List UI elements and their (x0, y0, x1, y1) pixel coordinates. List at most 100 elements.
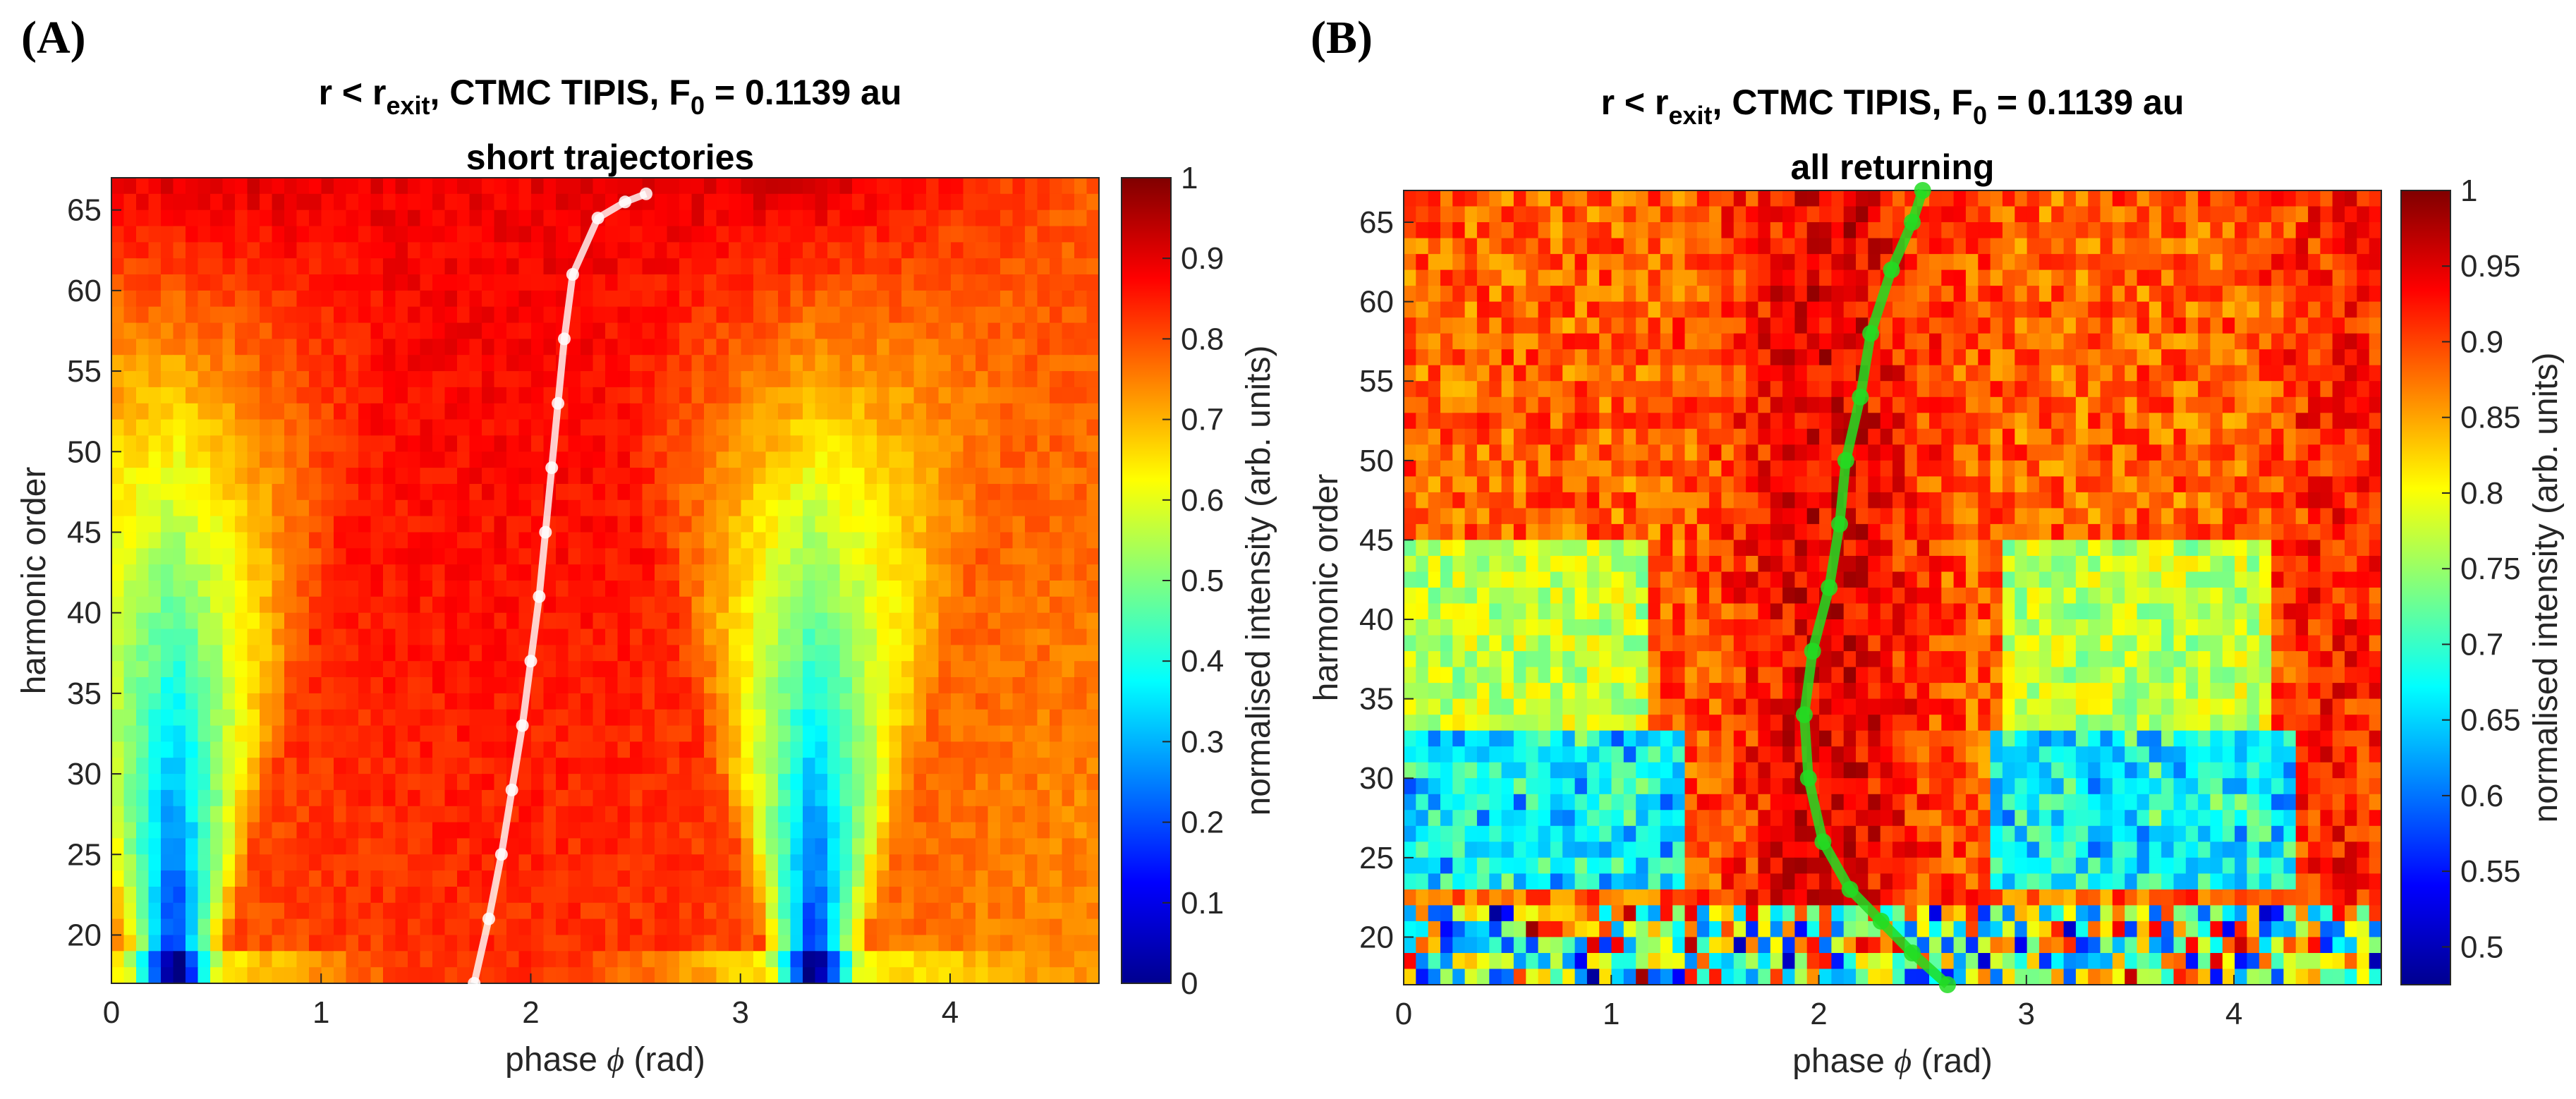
heatmap-cell (630, 532, 643, 549)
heatmap-cell (568, 774, 581, 791)
heatmap-cell (198, 403, 211, 420)
heatmap-cell (790, 774, 803, 791)
heatmap-cell (210, 918, 224, 935)
heatmap-cell (2137, 317, 2150, 334)
heatmap-cell (346, 532, 359, 549)
heatmap-cell (161, 645, 174, 662)
heatmap-cell (913, 629, 927, 645)
heatmap-cell (2283, 190, 2297, 207)
heatmap-cell (1050, 693, 1063, 710)
heatmap-cell (173, 758, 186, 775)
heatmap-cell (1476, 206, 1490, 223)
heatmap-cell (2075, 206, 2089, 223)
heatmap-cell (716, 435, 729, 452)
heatmap-cell (593, 677, 606, 694)
heatmap-cell (864, 822, 877, 839)
heatmap-cell (272, 451, 285, 468)
heatmap-cell (976, 564, 989, 581)
heatmap-cell (358, 419, 372, 436)
heatmap-cell (679, 468, 693, 485)
heatmap-cell (1599, 365, 1612, 382)
heatmap-cell (753, 709, 767, 727)
heatmap-cell (1025, 838, 1038, 855)
heatmap-cell (901, 967, 915, 984)
heatmap-cell (543, 306, 557, 324)
heatmap-cell (1037, 178, 1050, 195)
heatmap-cell (395, 822, 408, 839)
heatmap-cell (988, 274, 1001, 291)
heatmap-cell (543, 322, 557, 339)
heatmap-cell (198, 242, 211, 259)
heatmap-cell (1770, 301, 1783, 318)
heatmap-cell (272, 774, 285, 791)
heatmap-cell (1050, 322, 1063, 339)
heatmap-cell (1074, 902, 1088, 920)
heatmap-cell (309, 870, 322, 887)
heatmap-cell (778, 870, 791, 887)
heatmap-cell (198, 789, 211, 807)
heatmap-cell (790, 435, 803, 452)
heatmap-cell (198, 661, 211, 678)
heatmap-cell (198, 339, 211, 356)
heatmap-cell (655, 870, 668, 887)
heatmap-cell (247, 468, 260, 485)
heatmap-cell (482, 661, 495, 678)
heatmap-cell (1843, 254, 1857, 271)
heatmap-cell (284, 242, 298, 259)
heatmap-cell (765, 403, 779, 420)
heatmap-cell (272, 468, 285, 485)
heatmap-cell (444, 612, 458, 630)
heatmap-cell (704, 935, 717, 952)
heatmap-cell (346, 741, 359, 758)
heatmap-cell (642, 564, 655, 581)
heatmap-cell (408, 193, 421, 211)
heatmap-cell (568, 451, 581, 468)
heatmap-cell (815, 774, 828, 791)
heatmap-cell (1074, 967, 1088, 984)
heatmap-cell (1086, 178, 1100, 195)
heatmap-cell (679, 661, 693, 678)
heatmap-cell (222, 226, 236, 243)
heatmap-cell (913, 387, 927, 404)
heatmap-cell (2002, 206, 2015, 223)
heatmap-cell (1074, 854, 1088, 871)
heatmap-cell (457, 967, 470, 984)
heatmap-cell (173, 548, 186, 565)
heatmap-cell (222, 629, 236, 645)
heatmap-cell (1440, 238, 1453, 255)
heatmap-cell (938, 355, 952, 372)
heatmap-cell (1086, 290, 1100, 308)
heatmap-cell (346, 951, 359, 968)
heatmap-cell (161, 693, 174, 710)
heatmap-cell (1806, 206, 1820, 223)
heatmap-cell (383, 193, 396, 211)
heatmap-cell (889, 468, 902, 485)
heatmap-cell (988, 581, 1001, 597)
heatmap-cell (1538, 190, 1551, 207)
heatmap-cell (518, 403, 532, 420)
heatmap-cell (778, 306, 791, 324)
heatmap-cell (568, 629, 581, 645)
heatmap-cell (186, 612, 199, 630)
heatmap-cell (901, 548, 915, 565)
heatmap-cell (309, 451, 322, 468)
heatmap-cell (655, 758, 668, 775)
heatmap-cell (260, 838, 273, 855)
heatmap-cell (877, 193, 890, 211)
heatmap-cell (1574, 222, 1588, 239)
heatmap-cell (1074, 387, 1088, 404)
heatmap-cell (716, 322, 729, 339)
heatmap-cell (1086, 499, 1100, 517)
heatmap-cell (951, 693, 964, 710)
heatmap-cell (716, 193, 729, 211)
heatmap-cell (1819, 301, 1832, 318)
heatmap-cell (741, 178, 754, 195)
heatmap-cell (655, 661, 668, 678)
heatmap-cell (247, 564, 260, 581)
heatmap-cell (148, 902, 162, 920)
heatmap-cell (976, 274, 989, 291)
heatmap-cell (827, 322, 841, 339)
heatmap-cell (901, 677, 915, 694)
heatmap-cell (655, 387, 668, 404)
heatmap-cell (716, 967, 729, 984)
